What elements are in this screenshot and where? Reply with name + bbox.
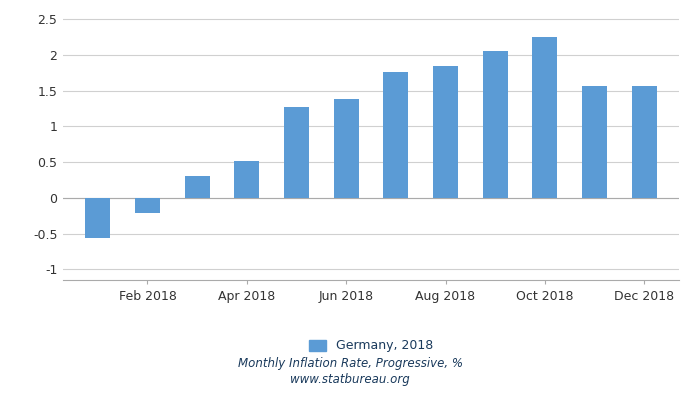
- Bar: [582, 86, 607, 198]
- Bar: [135, 198, 160, 213]
- Text: www.statbureau.org: www.statbureau.org: [290, 374, 410, 386]
- Bar: [85, 198, 110, 238]
- Bar: [433, 66, 458, 198]
- Bar: [483, 50, 507, 198]
- Bar: [284, 107, 309, 198]
- Bar: [334, 99, 358, 198]
- Bar: [632, 86, 657, 198]
- Text: Monthly Inflation Rate, Progressive, %: Monthly Inflation Rate, Progressive, %: [237, 358, 463, 370]
- Bar: [384, 72, 408, 198]
- Bar: [533, 37, 557, 198]
- Legend: Germany, 2018: Germany, 2018: [304, 334, 438, 358]
- Bar: [185, 176, 209, 198]
- Bar: [234, 161, 259, 198]
